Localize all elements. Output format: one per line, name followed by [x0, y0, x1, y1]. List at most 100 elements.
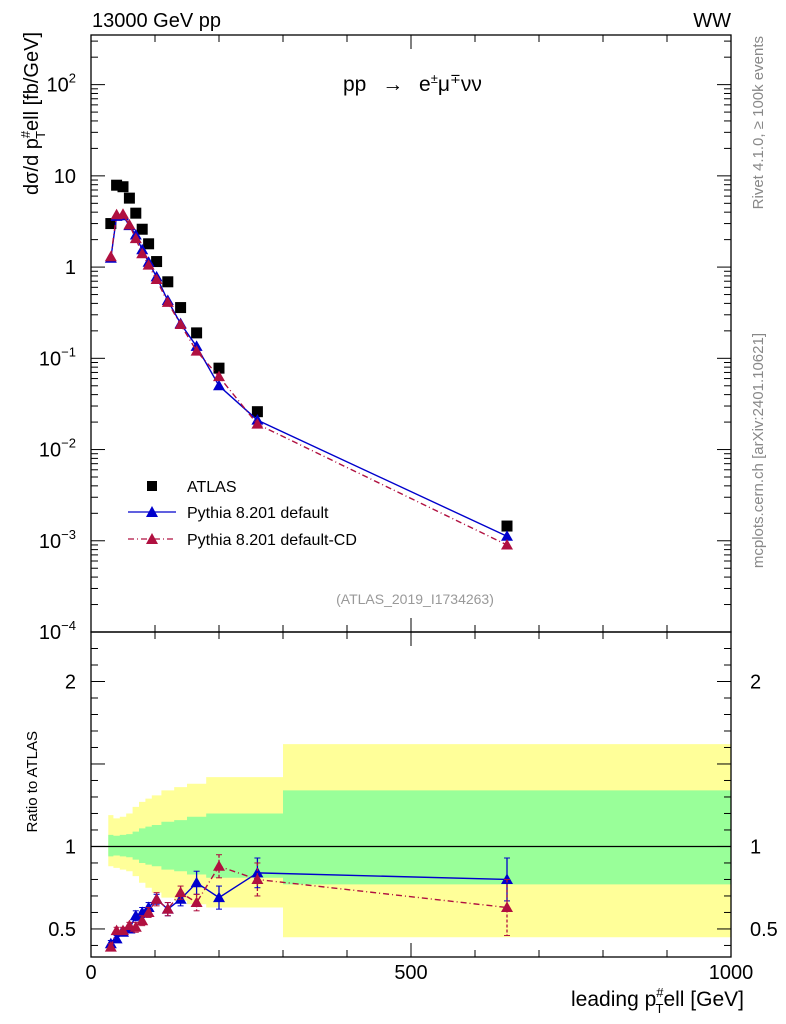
data-point-mc [501, 530, 513, 541]
ratio-point [174, 886, 187, 898]
ratio-point [213, 891, 225, 903]
data-point-atlas [123, 192, 135, 204]
data-point-atlas [162, 276, 174, 288]
ratio-point [136, 914, 149, 926]
ratio-point [129, 921, 142, 932]
series-line [110, 215, 508, 537]
data-point-atlas [130, 207, 142, 219]
xlabel-sup: # [656, 985, 664, 1000]
process-e: e [419, 73, 431, 96]
data-point-atlas [501, 520, 513, 532]
ratio-point [104, 941, 117, 952]
data-point-atlas [251, 406, 263, 418]
data-point-mc [174, 318, 187, 329]
data-point-atlas [111, 179, 123, 191]
data-point-mc [161, 296, 174, 307]
main-y-tick-label: 10−1 [39, 344, 76, 370]
xlabel-suffix: ell [GeV] [663, 988, 744, 1011]
ratio-point [251, 866, 264, 878]
ratio-point [142, 906, 155, 917]
data-point-mc [150, 273, 163, 285]
data-point-mc [129, 232, 142, 244]
main-y-tick-label: 10−2 [39, 436, 76, 462]
data-point-mc [213, 370, 225, 382]
ratio-point [150, 893, 163, 904]
ratio-point [117, 924, 129, 936]
xlabel: leading p# Tell [GeV] [571, 985, 744, 1016]
ratio-y-tick-label-left: 2 [65, 671, 76, 693]
main-y-tick-label: 1 [65, 257, 76, 279]
main-ylabel-suffix: ell [fb/GeV] [21, 32, 43, 131]
process-e-sup: ± [431, 71, 438, 86]
legend: ATLAS Pythia 8.201 default Pythia 8.201 … [128, 479, 357, 549]
main-y-tick-label: 10−3 [39, 527, 76, 553]
main-y-tick-label: 10 [54, 166, 76, 188]
ratio-point [251, 873, 264, 884]
ratio-ylabel: Ratio to ATLAS [24, 731, 41, 832]
legend-marker-pythia-default [146, 506, 158, 517]
ratio-point [161, 903, 174, 914]
data-point-mc [213, 379, 225, 391]
legend-label-pythia-default: Pythia 8.201 default [187, 505, 329, 522]
xlabel-prefix: leading p [571, 988, 656, 1011]
ratio-point [501, 901, 513, 913]
process-nunu: νν [461, 73, 482, 96]
data-point-mc [117, 208, 129, 219]
data-point-atlas [117, 181, 129, 193]
data-point-atlas [213, 362, 225, 374]
data-point-atlas [175, 302, 187, 314]
main-ylabel-sub: T [33, 131, 48, 139]
main-plot-panel: 102 10 1 10−1 10−2 10−3 10−4 [39, 34, 732, 644]
legend-marker-pythia-default-cd [146, 533, 158, 544]
process-mu-sup: ∓ [450, 71, 461, 86]
main-ylabel-sup: # [18, 130, 33, 138]
ratio-point [190, 896, 203, 908]
header-right: WW [693, 10, 731, 32]
main-y-tick-label: 102 [47, 71, 76, 97]
main-y-tick-label: 10−4 [39, 618, 76, 644]
x-tick-label: 500 [394, 962, 427, 984]
data-point-mc [104, 250, 117, 262]
x-tick-label: 1000 [709, 962, 754, 984]
data-point-mc [501, 538, 513, 550]
ratio-band-stat [108, 790, 731, 885]
analysis-id: (ATLAS_2019_I1734263) [336, 591, 494, 607]
ratio-y-tick-label-left: 1 [65, 836, 76, 858]
ratio-plot-panel: 0 500 1000 0.5 0.5 1 1 2 2 [48, 631, 778, 984]
ratio-point [190, 876, 203, 888]
ratio-point [110, 932, 123, 944]
data-point-atlas [136, 223, 148, 235]
data-point-atlas [105, 218, 117, 230]
ratio-y-tick-label-right: 0.5 [750, 919, 778, 941]
data-point-atlas [191, 327, 203, 339]
ratio-y-tick-label-right: 2 [750, 671, 761, 693]
main-ylabel: dσ/d p#Tell [fb/GeV] [18, 32, 48, 195]
series-main-1 [104, 209, 513, 541]
ratio-y-tick-label-right: 1 [750, 836, 761, 858]
ratio-point [501, 873, 513, 884]
data-point-mc [251, 418, 264, 429]
series-main-0 [105, 179, 513, 532]
data-point-mc [142, 259, 155, 270]
xlabel-sub: T [656, 1001, 664, 1016]
legend-label-pythia-default-cd: Pythia 8.201 default-CD [187, 532, 357, 549]
legend-marker-atlas [147, 481, 157, 491]
data-point-mc [136, 247, 149, 259]
ratio-point [129, 909, 142, 921]
data-point-atlas [151, 256, 163, 268]
series-main-2 [104, 208, 513, 550]
data-point-atlas [143, 238, 155, 250]
header-left: 13000 GeV pp [92, 10, 221, 32]
series-line [110, 213, 508, 546]
process-pp: pp [343, 73, 366, 96]
process-arrow: → [382, 73, 403, 96]
side-label-top: Rivet 4.1.0, ≥ 100k events [750, 36, 767, 209]
ratio-point [213, 860, 225, 871]
main-ylabel-prefix: dσ/d p [21, 138, 43, 195]
series-ratio-2 [104, 854, 513, 952]
process-mu: μ [438, 73, 450, 96]
data-point-mc [123, 218, 136, 230]
data-point-mc [190, 345, 203, 356]
ratio-y-tick-label-left: 0.5 [48, 919, 76, 941]
